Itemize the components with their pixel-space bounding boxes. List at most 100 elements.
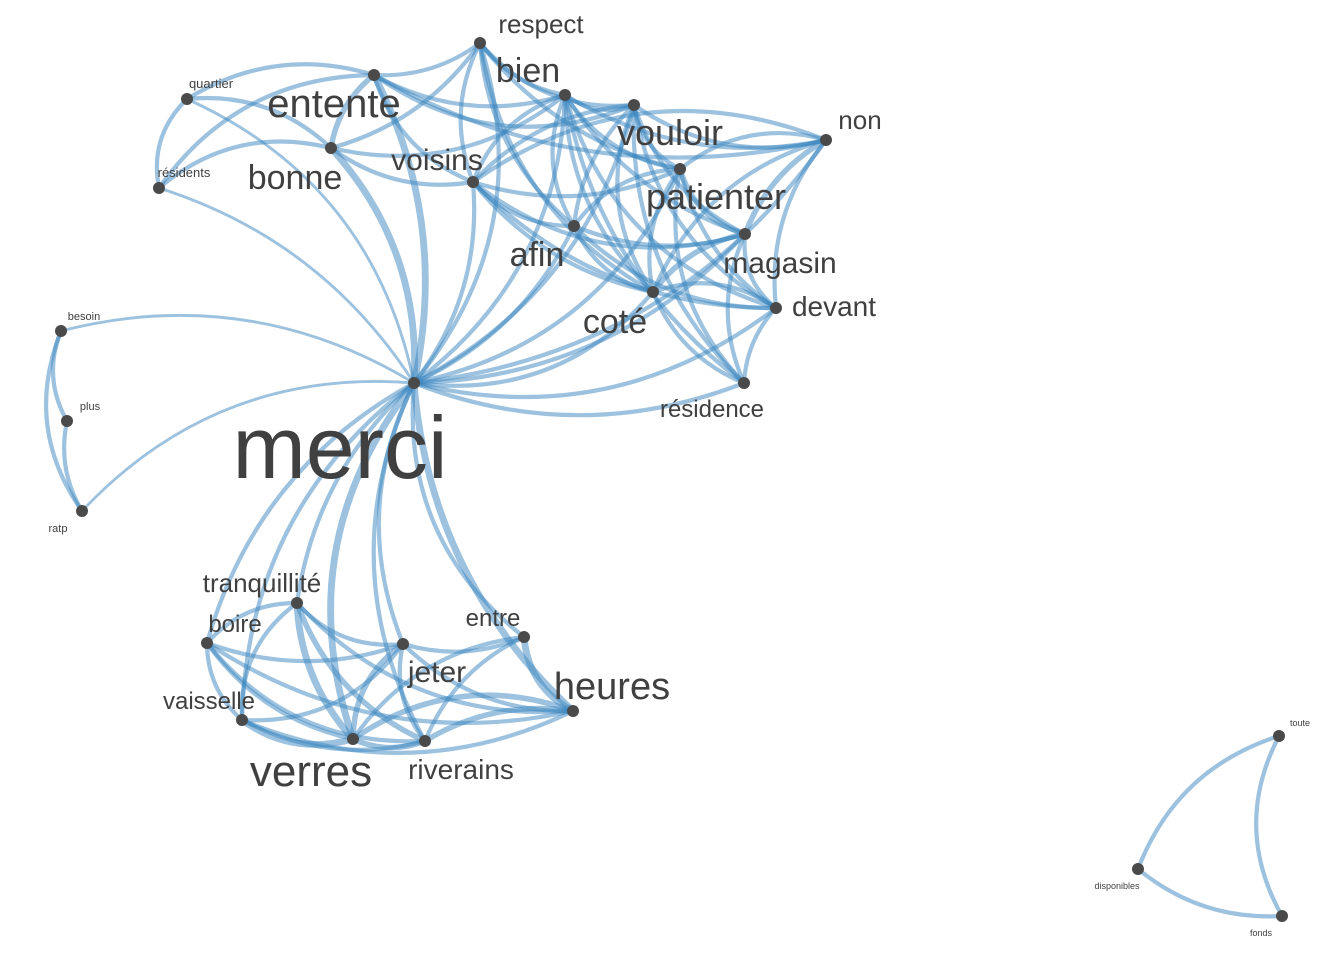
node-label-magasin: magasin: [723, 247, 836, 280]
node-label-cote: coté: [583, 303, 647, 341]
node-label-ratp: ratp: [49, 523, 68, 535]
node-tranquillite: [291, 597, 303, 609]
node-boire: [201, 637, 213, 649]
edge-boire-riverains: [204, 640, 428, 744]
node-fonds: [1276, 910, 1288, 922]
edge-vouloir-cote: [615, 102, 656, 295]
node-label-heures: heures: [554, 666, 670, 708]
node-label-plus: plus: [80, 401, 101, 413]
edge-merci-bonne: [327, 144, 418, 387]
node-verres: [347, 733, 359, 745]
node-label-boire: boire: [208, 611, 261, 638]
node-residence: [738, 377, 750, 389]
edge-devant-residence: [741, 305, 779, 386]
edge-merci-entre: [410, 380, 527, 640]
edge-merci-tranquillite: [294, 380, 417, 606]
node-besoin: [55, 325, 67, 337]
node-label-bonne: bonne: [248, 159, 343, 197]
edge-entente-quartier: [184, 62, 377, 102]
edge-tranquillite-riverains: [294, 600, 428, 744]
edge-vaisselle-heures: [239, 708, 576, 755]
node-magasin: [739, 228, 751, 240]
edge-merci-respect: [411, 40, 501, 386]
edge-entente-non: [371, 72, 829, 160]
node-label-entente: entente: [267, 82, 400, 126]
nodes-layer: [55, 37, 1288, 922]
edge-patienter-afin: [571, 166, 683, 229]
edge-entente-bonne: [328, 72, 377, 151]
edge-bien-residence: [562, 92, 747, 386]
edge-patienter-cote: [647, 166, 683, 295]
edge-bonne-residents: [156, 139, 334, 191]
edge-non-magasin: [742, 137, 829, 237]
edge-respect-cote: [477, 40, 656, 295]
edge-entre-riverains: [422, 634, 527, 744]
edge-tranquillite-heures: [294, 600, 576, 715]
edge-toute-disponibles: [1135, 733, 1282, 872]
node-quartier: [181, 93, 193, 105]
edges-layer: [43, 40, 1285, 919]
node-label-residents: résidents: [158, 165, 211, 180]
edge-merci-quartier: [185, 97, 416, 385]
edge-jeter-riverains: [397, 641, 428, 744]
node-ratp: [76, 505, 88, 517]
node-voisins: [467, 176, 479, 188]
node-label-jeter: jeter: [407, 656, 466, 689]
node-label-afin: afin: [510, 236, 565, 274]
edge-non-cote: [650, 137, 829, 295]
edge-merci-besoin: [59, 314, 416, 385]
node-vouloir: [628, 99, 640, 111]
edge-bien-afin: [550, 92, 577, 229]
node-label-vaisselle: vaisselle: [163, 688, 255, 715]
labels-layer: merci respect bien entente quartier vouloir no…: [49, 9, 1311, 938]
edge-cote-residence: [650, 289, 747, 386]
edge-merci-non: [411, 137, 829, 386]
node-label-patienter: patienter: [646, 176, 786, 217]
node-toute: [1273, 730, 1285, 742]
edge-bonne-voisins: [328, 145, 476, 187]
edge-vouloir-residence: [631, 102, 747, 386]
edge-bonne-quartier: [184, 96, 334, 151]
node-label-riverains: riverains: [408, 754, 514, 785]
edge-merci-boire: [204, 380, 417, 646]
node-non: [820, 134, 832, 146]
edge-tranquillite-boire: [204, 600, 300, 646]
edge-bonne-respect: [328, 40, 483, 151]
edge-boire-vaisselle: [204, 640, 245, 723]
node-label-tranquillite: tranquillité: [203, 568, 322, 598]
node-respect: [474, 37, 486, 49]
node-label-entre: entre: [466, 605, 521, 632]
node-devant: [770, 302, 782, 314]
edge-vaisselle-jeter: [239, 641, 406, 723]
edge-disponibles-fonds: [1135, 866, 1285, 919]
node-disponibles: [1132, 863, 1144, 875]
edge-non-devant: [772, 137, 829, 311]
edge-merci-residence: [411, 380, 747, 418]
edge-verres-riverains: [350, 736, 428, 751]
edge-tranquillite-verres: [293, 599, 357, 743]
edge-entente-respect: [371, 40, 483, 78]
node-entre: [518, 631, 530, 643]
edge-voisins-cote: [470, 179, 656, 295]
node-bonne: [325, 142, 337, 154]
edge-bien-devant: [562, 92, 779, 311]
edge-heures-verres: [350, 692, 576, 742]
node-patienter: [674, 163, 686, 175]
node-entente: [368, 69, 380, 81]
edge-boire-jeter: [204, 640, 406, 664]
node-label-vouloir: vouloir: [617, 112, 723, 153]
edge-merci-bien: [411, 92, 568, 386]
edge-magasin-cote: [650, 231, 748, 295]
node-label-verres: verres: [250, 747, 372, 796]
edge-non-voisins: [470, 108, 829, 185]
node-riverains: [419, 735, 431, 747]
edge-afin-cote: [571, 223, 656, 295]
node-heures: [567, 705, 579, 717]
node-cote: [647, 286, 659, 298]
node-label-residence: résidence: [660, 396, 764, 423]
edge-merci-residents: [157, 186, 416, 385]
node-label-besoin: besoin: [68, 311, 100, 323]
edge-vouloir-voisins: [470, 102, 637, 185]
node-label-merci: merci: [232, 398, 447, 497]
